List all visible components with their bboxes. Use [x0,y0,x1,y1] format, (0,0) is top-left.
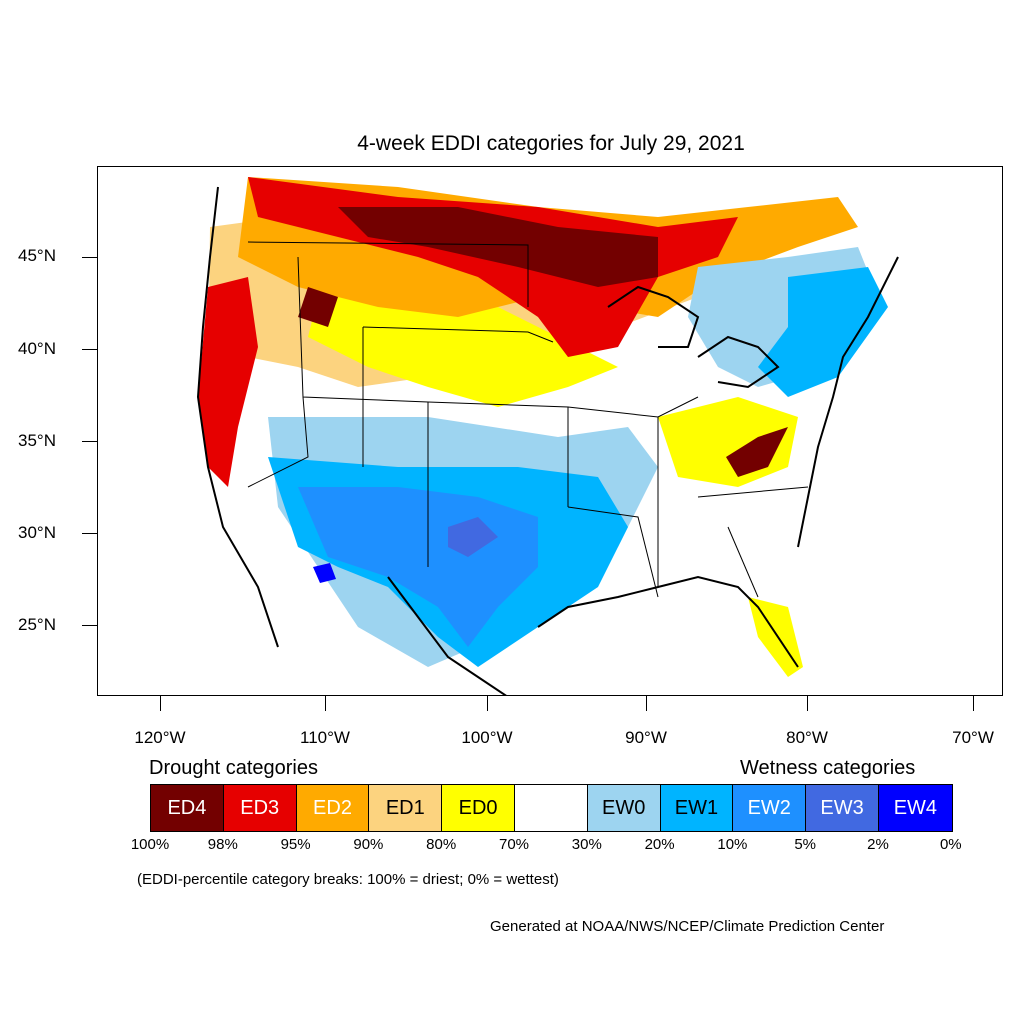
legend-swatch-ew4: EW4 [878,785,952,831]
region-ed4-north [338,207,658,287]
legend-break-label: 98% [207,836,238,853]
legend-swatch-ew3: EW3 [806,785,879,831]
lat-tick [82,441,97,442]
category-breaks-note: (EDDI-percentile category breaks: 100% =… [137,871,559,888]
lat-tick [82,349,97,350]
drought-categories-heading: Drought categories [149,757,318,779]
legend-swatch-ew0: EW0 [587,785,661,831]
boundary-lines [247,241,809,598]
lon-label-80w: 80°W [786,728,828,747]
lat-tick [82,257,97,258]
region-ew1-northeast [758,267,888,397]
legend-break-label: 2% [867,836,889,853]
lon-label-120w: 120°W [134,728,186,747]
lat-label-40n: 40°N [18,339,56,358]
coastlines [196,186,899,695]
wetness-categories-heading: Wetness categories [740,757,916,779]
legend-swatch-ew1: EW1 [660,785,734,831]
legend-break-label: 70% [498,836,530,853]
legend-swatch-ed2: ED2 [296,785,370,831]
lon-tick [487,696,488,711]
legend-swatch-ed4: ED4 [151,785,224,831]
category-legend-bar: ED4 ED3 ED2 ED1 ED0 EW0 EW1 EW2 EW3 EW4 [150,784,953,832]
lon-tick [325,696,326,711]
legend-break-label: 30% [571,836,602,853]
lat-tick [82,533,97,534]
region-ew4-point [313,563,336,583]
lon-tick [646,696,647,711]
lon-tick [973,696,974,711]
legend-swatch-normal [514,785,588,831]
region-ed0-florida [748,597,803,677]
legend-swatch-ed3: ED3 [223,785,297,831]
map-title: 4-week EDDI categories for July 29, 2021 [357,132,745,155]
region-ed4-west [298,287,338,327]
lat-label-35n: 35°N [18,431,56,450]
region-ew3-south [448,517,498,557]
legend-break-label: 20% [644,836,675,853]
legend-swatch-ed1: ED1 [369,785,443,831]
legend-break-label: 10% [717,836,748,853]
credit-text: Generated at NOAA/NWS/NCEP/Climate Predi… [490,918,885,935]
lon-label-110w: 110°W [300,728,350,747]
lon-label-70w: 70°W [952,728,994,747]
lon-label-90w: 90°W [625,728,667,747]
lat-tick [82,625,97,626]
lat-label-45n: 45°N [18,246,56,265]
legend-break-label: 90% [353,836,384,853]
legend-break-label: 95% [280,836,311,853]
legend-break-label: 80% [426,836,457,853]
lat-label-30n: 30°N [18,523,56,542]
lon-label-100w: 100°W [461,728,513,747]
region-ed3-west [198,277,258,487]
legend-swatch-ed0: ED0 [442,785,515,831]
legend-break-label: 5% [794,836,817,853]
lat-label-25n: 25°N [18,615,56,634]
eddi-map-canvas [196,172,899,695]
legend-break-label: 100% [130,836,170,853]
legend-swatch-ew2: EW2 [733,785,807,831]
region-ed4-se [726,427,788,477]
lon-tick [160,696,161,711]
legend-break-label: 0% [939,836,962,853]
lon-tick [807,696,808,711]
eddi-map [97,166,1003,696]
